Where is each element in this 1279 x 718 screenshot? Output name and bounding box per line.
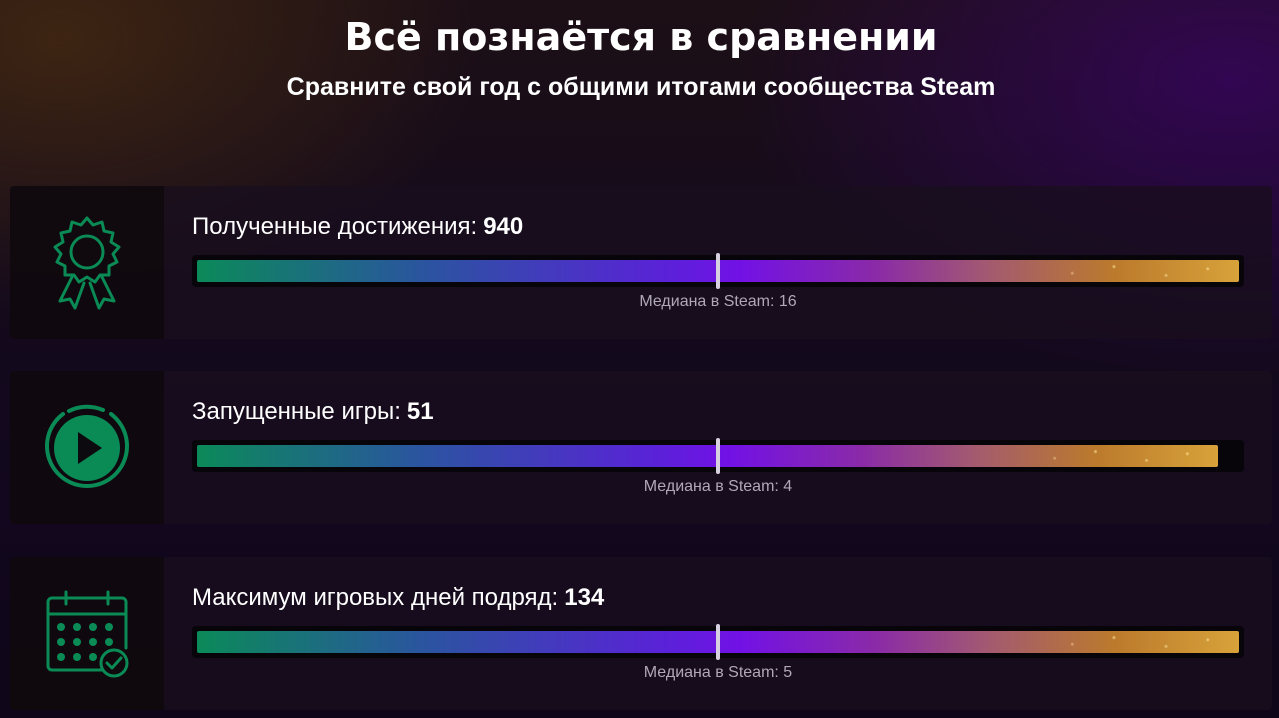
stat-icon-box bbox=[10, 371, 164, 524]
stat-label: Запущенные игры: 51 bbox=[192, 397, 434, 427]
achievement-badge-icon bbox=[53, 216, 121, 309]
comparison-bar-fill bbox=[197, 445, 1218, 467]
stat-card-achievements: Полученные достижения: 940 Медиана в Stea… bbox=[10, 186, 1272, 339]
calendar-check-icon bbox=[46, 590, 129, 677]
stat-card-games-launched: Запущенные игры: 51 Медиана в Steam: 4 bbox=[10, 371, 1272, 524]
median-marker bbox=[716, 253, 720, 289]
stat-label: Максимум игровых дней подряд: 134 bbox=[192, 583, 604, 613]
stat-icon-box bbox=[10, 186, 164, 339]
play-circle-icon bbox=[45, 404, 129, 488]
median-marker bbox=[716, 438, 720, 474]
stat-value: 51 bbox=[406, 398, 434, 425]
stat-label-text: Полученные достижения: bbox=[192, 213, 478, 240]
comparison-bar bbox=[192, 253, 1244, 289]
stat-value: 940 bbox=[483, 213, 524, 240]
median-label: Медиана в Steam: 4 bbox=[643, 478, 793, 495]
stat-label: Полученные достижения: 940 bbox=[192, 212, 523, 242]
stat-value: 134 bbox=[564, 584, 605, 611]
stat-card-consecutive-days: Максимум игровых дней подряд: 134 Медиана… bbox=[10, 557, 1272, 710]
page-subtitle: Сравните свой год с общими итогами сообщ… bbox=[286, 73, 996, 101]
median-label: Медиана в Steam: 5 bbox=[643, 664, 793, 681]
stat-label-text: Запущенные игры: bbox=[192, 398, 401, 425]
median-marker bbox=[716, 624, 720, 660]
stat-label-text: Максимум игровых дней подряд: bbox=[192, 584, 559, 611]
page-title: Всё познаётся в сравнении bbox=[344, 15, 938, 59]
comparison-bar bbox=[192, 624, 1244, 660]
comparison-bar bbox=[192, 438, 1244, 474]
stat-icon-box bbox=[10, 557, 164, 710]
median-label: Медиана в Steam: 16 bbox=[639, 293, 797, 310]
